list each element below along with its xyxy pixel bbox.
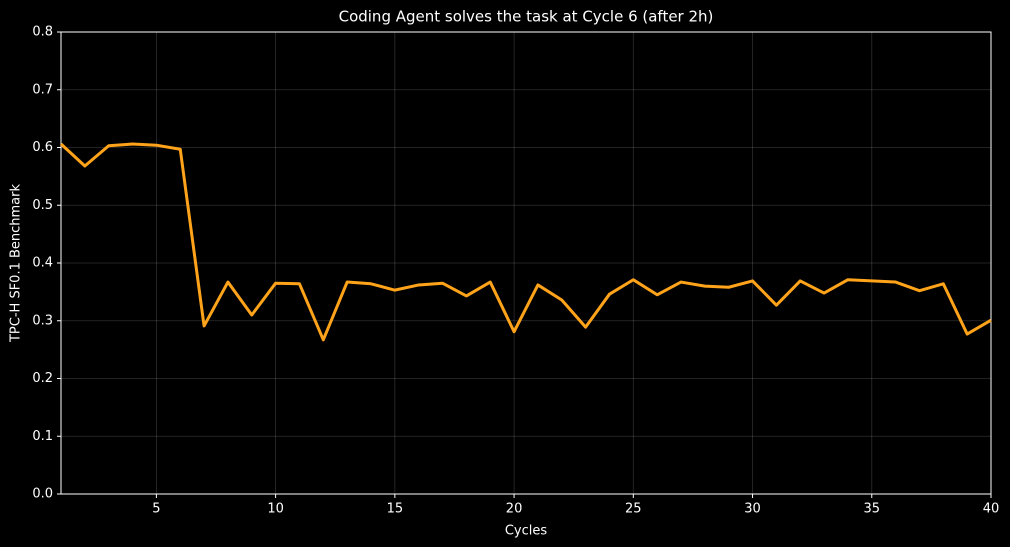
x-tick-label: 40 <box>983 502 1000 517</box>
x-tick-label: 35 <box>863 502 880 517</box>
x-tick-label: 25 <box>625 502 642 517</box>
x-axis-label: Cycles <box>505 524 548 539</box>
y-tick-label: 0.7 <box>32 82 53 97</box>
y-tick-label: 0.1 <box>32 429 53 444</box>
plot-frame <box>60 31 992 495</box>
x-tick-label: 30 <box>744 502 761 517</box>
y-tick-label: 0.4 <box>32 256 53 271</box>
y-tick-label: 0.3 <box>32 313 53 328</box>
y-tick-label: 0.8 <box>32 25 53 40</box>
x-tick-label: 10 <box>267 502 284 517</box>
y-tick-label: 0.6 <box>32 140 53 155</box>
y-tick-label: 0.2 <box>32 371 53 386</box>
x-tick-label: 5 <box>152 502 160 517</box>
y-axis-label: TPC-H SF0.1 Benchmark <box>9 184 24 344</box>
chart-title: Coding Agent solves the task at Cycle 6 … <box>339 8 714 26</box>
y-tick-label: 0.5 <box>32 198 53 213</box>
y-tick-label: 0.0 <box>32 487 53 502</box>
data-line <box>59 142 992 342</box>
x-tick-label: 20 <box>506 502 523 517</box>
x-tick-label: 15 <box>387 502 404 517</box>
